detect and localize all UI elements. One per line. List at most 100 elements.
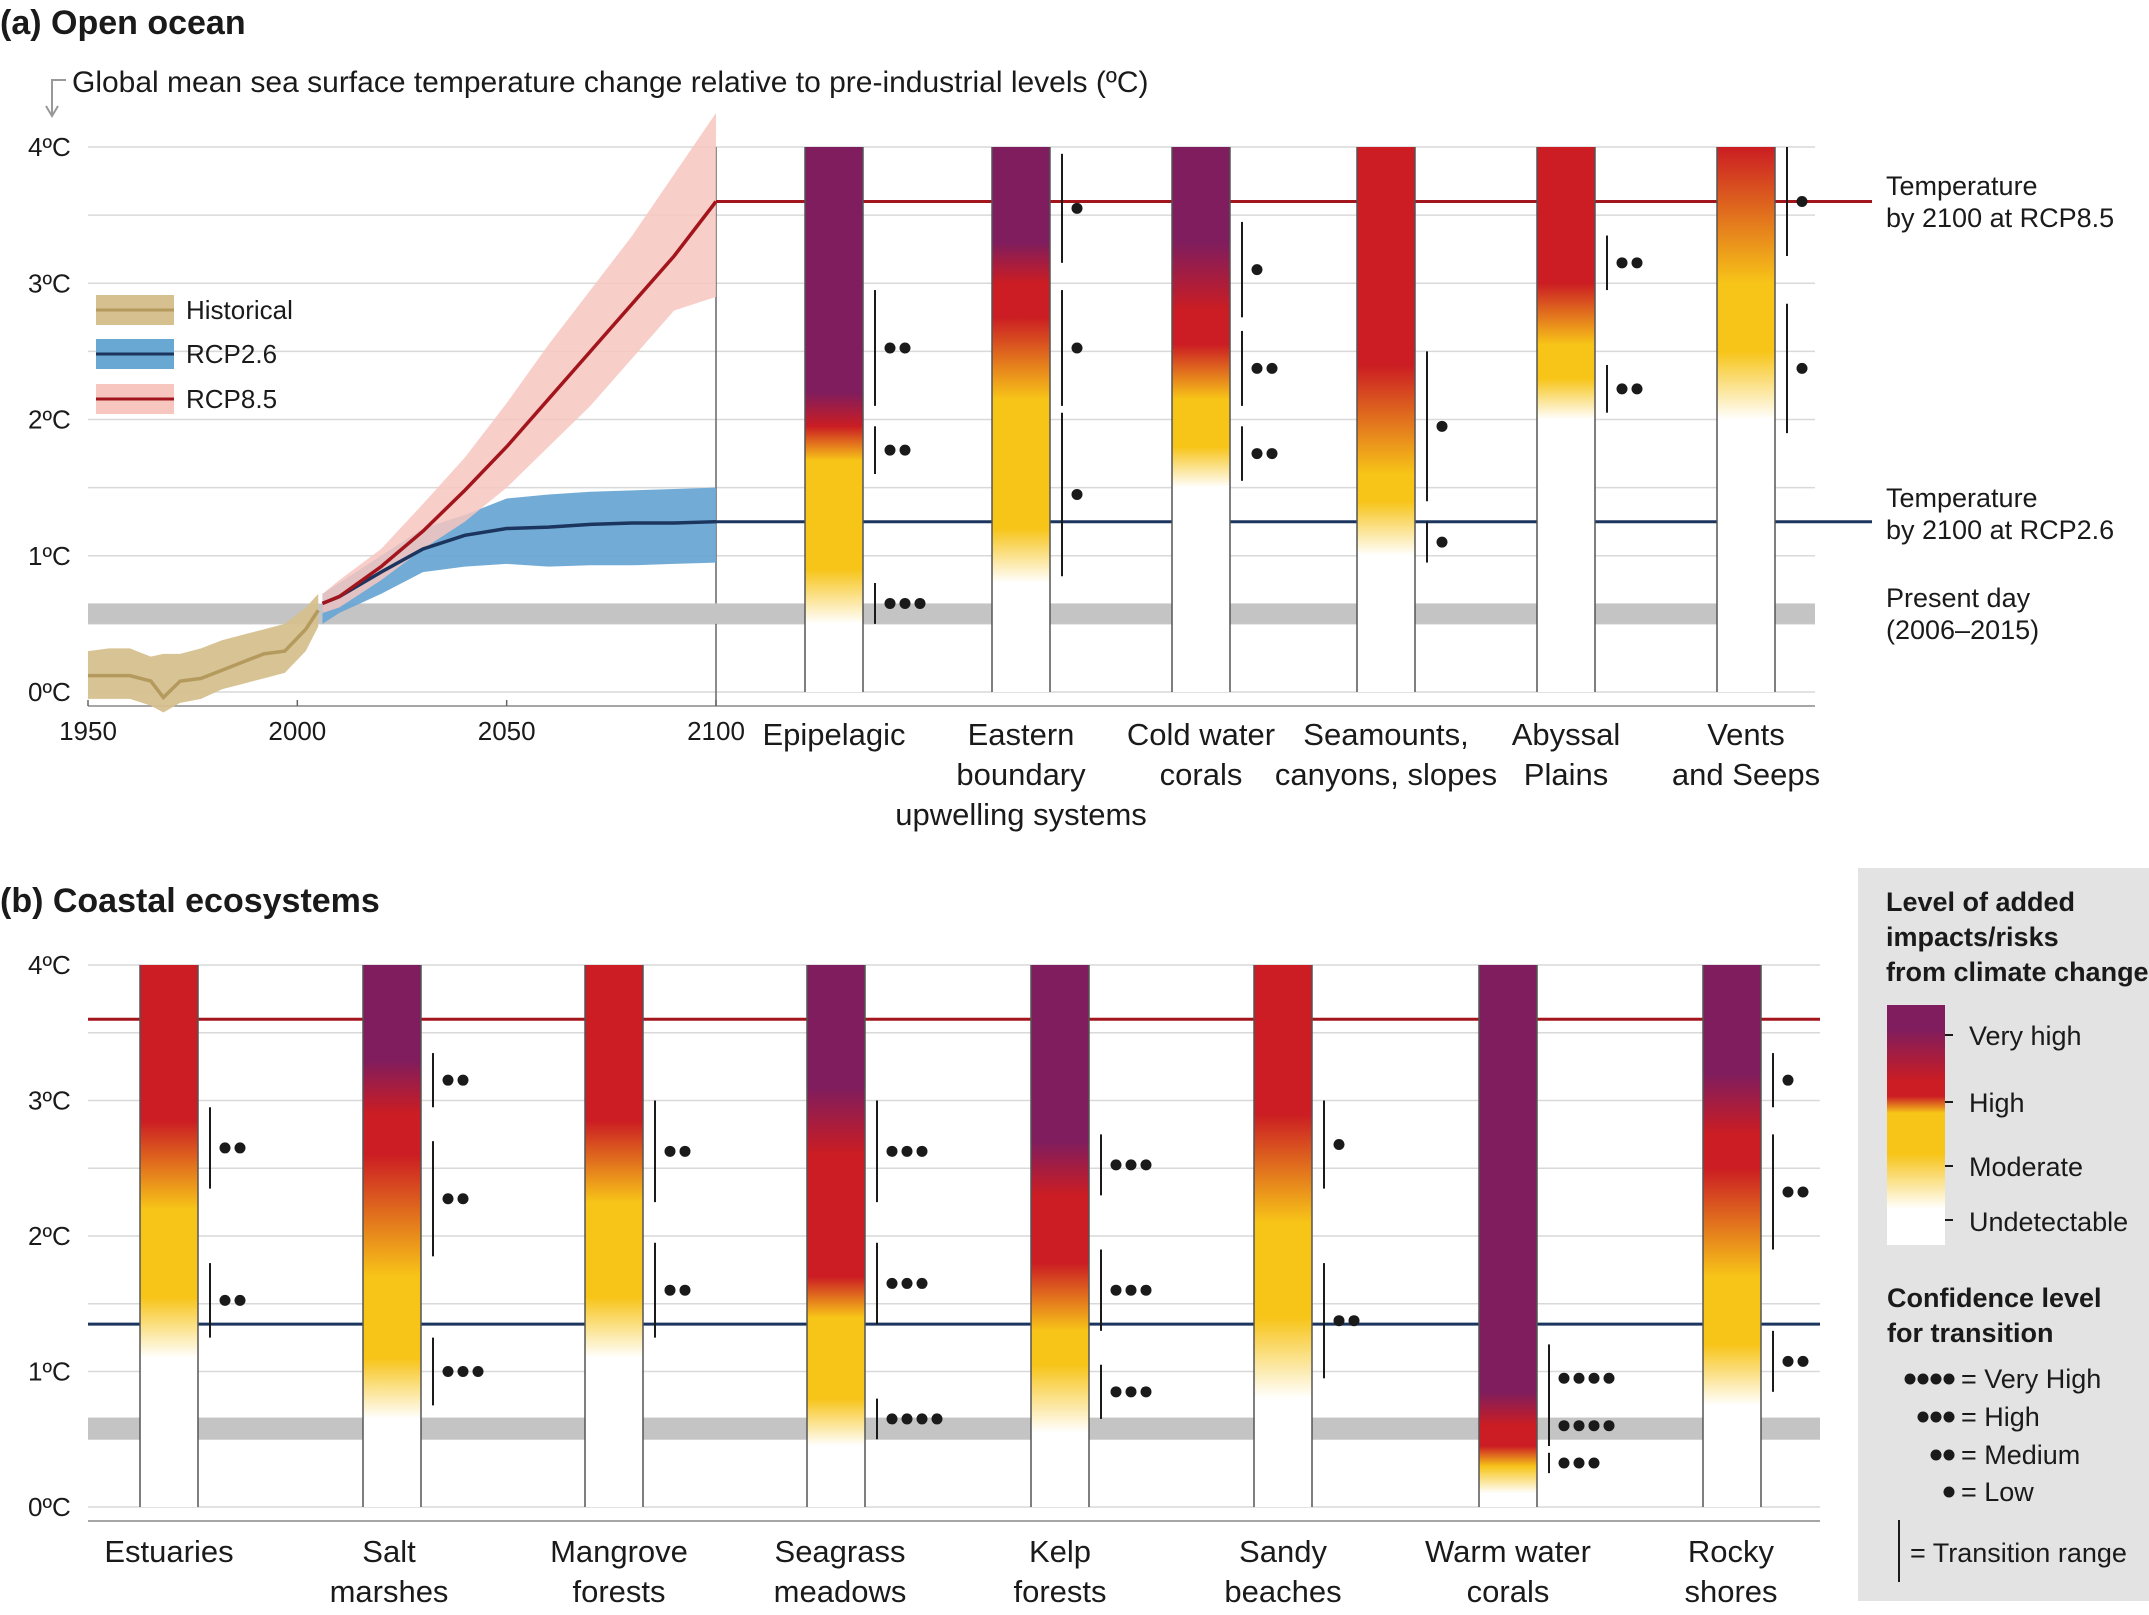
confidence-dot bbox=[901, 1277, 913, 1289]
confidence-dot bbox=[679, 1145, 691, 1157]
confidence-dot bbox=[1110, 1284, 1122, 1296]
confidence-dot bbox=[1266, 448, 1278, 460]
category-label: Eastern bbox=[968, 717, 1075, 752]
confidence-dot bbox=[1603, 1420, 1615, 1432]
category-label: and Seeps bbox=[1672, 757, 1820, 792]
confidence-dot bbox=[457, 1366, 469, 1377]
legend-historical-label: Historical bbox=[186, 295, 293, 325]
confidence-dot bbox=[679, 1284, 691, 1296]
category-label: Vents bbox=[1707, 717, 1785, 752]
confidence-dot bbox=[442, 1366, 454, 1377]
ecosystem-bar bbox=[992, 147, 1050, 692]
confidence-dot bbox=[886, 1145, 898, 1157]
key-risk-title-1: Level of added bbox=[1886, 887, 2075, 917]
confidence-dot bbox=[899, 342, 911, 354]
confidence-dot bbox=[884, 444, 896, 456]
ecosystem-bar bbox=[1479, 965, 1537, 1507]
legend-rcp26-label: RCP2.6 bbox=[186, 339, 277, 369]
category-label: meadows bbox=[774, 1574, 907, 1609]
confidence-dot bbox=[1588, 1457, 1600, 1469]
panel-b-ecosystem-bars bbox=[139, 965, 1762, 1507]
ecosystem-bar bbox=[805, 147, 863, 692]
key-transition-range-label: = Transition range bbox=[1910, 1538, 2127, 1568]
category-label: Plains bbox=[1524, 757, 1608, 792]
key-confidence-dot bbox=[1904, 1373, 1916, 1385]
confidence-dot bbox=[914, 597, 926, 609]
y-tick-label: 0ºC bbox=[28, 677, 71, 707]
confidence-dot bbox=[1071, 202, 1083, 214]
y-tick-label: 2ºC bbox=[28, 1221, 71, 1251]
confidence-dot bbox=[219, 1294, 231, 1306]
ecosystem-bar bbox=[363, 965, 421, 1507]
confidence-dot bbox=[234, 1294, 246, 1306]
confidence-dot bbox=[1251, 264, 1263, 276]
panel-coastal-ecosystems: (b) Coastal ecosystems 0ºC 1ºC 2ºC 3ºC 4ºC E… bbox=[0, 882, 1820, 1609]
label-present-line2: (2006–2015) bbox=[1886, 615, 2039, 645]
legend-rcp85-label: RCP8.5 bbox=[186, 384, 277, 414]
ecosystem-bar bbox=[1703, 965, 1761, 1507]
ecosystem-bar bbox=[1031, 965, 1089, 1507]
confidence-dot bbox=[1558, 1420, 1570, 1432]
confidence-dot bbox=[931, 1413, 943, 1425]
confidence-dot bbox=[1631, 383, 1643, 395]
confidence-dot bbox=[1333, 1315, 1345, 1327]
confidence-dot bbox=[1573, 1372, 1585, 1384]
rcp26-band bbox=[322, 487, 716, 624]
category-label: forests bbox=[1013, 1574, 1106, 1609]
confidence-dot bbox=[899, 444, 911, 456]
key-panel: Level of added impacts/risks from climat… bbox=[1858, 868, 2149, 1601]
key-confidence-dot bbox=[1943, 1486, 1955, 1498]
confidence-dot bbox=[1796, 196, 1808, 207]
confidence-dot bbox=[916, 1413, 928, 1425]
category-label: Sandy bbox=[1239, 1534, 1327, 1569]
historical-band bbox=[88, 593, 319, 713]
panel-b-y-ticks: 0ºC 1ºC 2ºC 3ºC 4ºC bbox=[28, 950, 71, 1522]
confidence-dot bbox=[1603, 1372, 1615, 1384]
confidence-dot bbox=[1797, 1186, 1809, 1198]
key-conf-low: = Low bbox=[1961, 1477, 2034, 1507]
confidence-dot bbox=[457, 1193, 469, 1205]
label-rcp26-line2: by 2100 at RCP2.6 bbox=[1886, 515, 2114, 545]
present-day-band bbox=[88, 1417, 1820, 1440]
category-label: Seamounts, bbox=[1303, 717, 1468, 752]
ecosystem-bar bbox=[1537, 147, 1595, 692]
confidence-dot bbox=[1796, 362, 1808, 374]
confidence-dot bbox=[901, 1145, 913, 1157]
category-label: Estuaries bbox=[104, 1534, 233, 1569]
confidence-dot bbox=[1558, 1457, 1570, 1469]
confidence-dot bbox=[1071, 488, 1083, 500]
confidence-dot bbox=[664, 1145, 676, 1157]
category-label: canyons, slopes bbox=[1275, 757, 1497, 792]
ecosystem-bar bbox=[1254, 965, 1312, 1507]
key-confidence-dot bbox=[1943, 1411, 1955, 1423]
confidence-dot bbox=[1588, 1372, 1600, 1384]
panel-a-transitions bbox=[874, 147, 1808, 624]
confidence-dot bbox=[1616, 383, 1628, 395]
x-tick-label: 2100 bbox=[687, 716, 745, 746]
panel-a-series-lines bbox=[88, 200, 718, 701]
confidence-dot bbox=[916, 1277, 928, 1289]
confidence-dot bbox=[1110, 1386, 1122, 1398]
confidence-dot bbox=[884, 597, 896, 609]
confidence-dot bbox=[899, 597, 911, 609]
x-tick-label: 1950 bbox=[59, 716, 117, 746]
key-level-high: High bbox=[1969, 1088, 2025, 1118]
confidence-dot bbox=[1125, 1386, 1137, 1398]
key-level-very-high: Very high bbox=[1969, 1021, 2082, 1051]
confidence-dot bbox=[1125, 1284, 1137, 1296]
category-label: Salt bbox=[362, 1534, 416, 1569]
ecosystem-bar bbox=[807, 965, 865, 1507]
y-tick-label: 1ºC bbox=[28, 541, 71, 571]
confidence-dot bbox=[442, 1074, 454, 1086]
confidence-dot bbox=[1631, 257, 1643, 269]
key-confidence-dot bbox=[1930, 1373, 1942, 1385]
confidence-dot bbox=[901, 1413, 913, 1425]
category-label: Abyssal bbox=[1512, 717, 1621, 752]
panel-b-reference-lines bbox=[88, 1017, 1820, 1326]
panel-a-y-ticks: 0ºC 1ºC 2ºC 3ºC 4ºC bbox=[28, 132, 71, 707]
category-label: Epipelagic bbox=[762, 717, 905, 752]
confidence-dot bbox=[1140, 1159, 1152, 1171]
category-label: corals bbox=[1160, 757, 1243, 792]
y-tick-label: 4ºC bbox=[28, 950, 71, 980]
key-confidence-dot bbox=[1930, 1449, 1942, 1461]
